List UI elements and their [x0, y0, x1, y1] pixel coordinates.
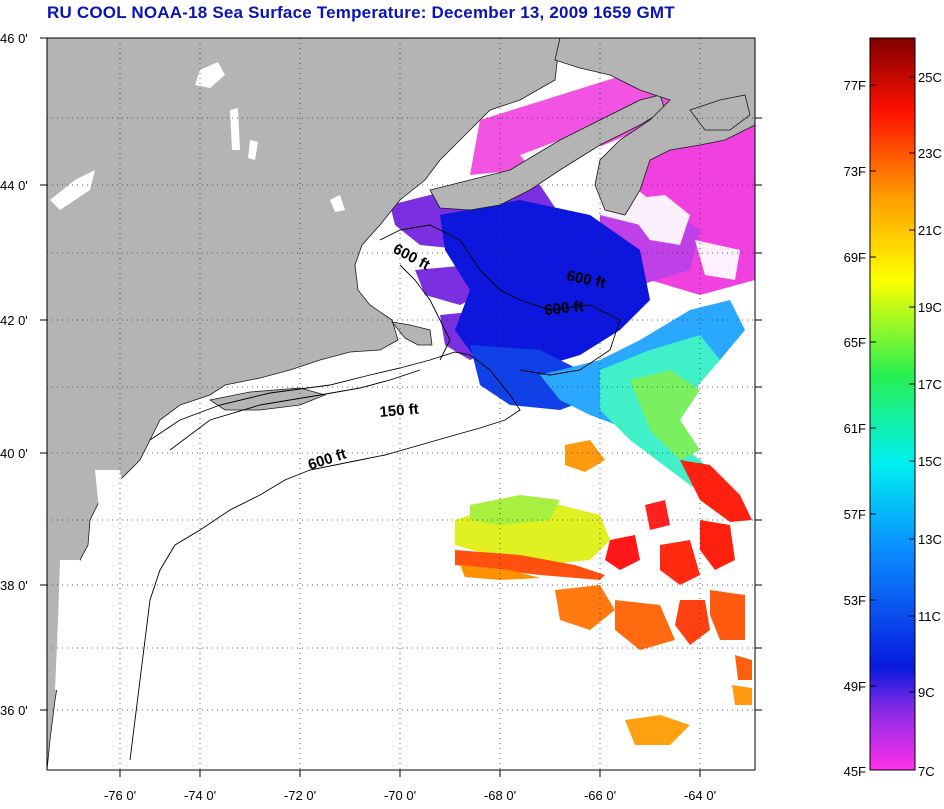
lon-label-64: -64 0' [684, 788, 716, 803]
c-label-7: 7C [918, 764, 935, 779]
f-label-77: 77F [844, 78, 866, 93]
longitude-labels: -76 0' -74 0' -72 0' -70 0' -68 0' -66 0… [104, 788, 716, 803]
lat-label-36: 36 0' [0, 703, 28, 718]
c-label-9: 9C [918, 685, 935, 700]
contour-label-150ft: 150 ft [379, 401, 420, 421]
lon-label-70: -70 0' [384, 788, 416, 803]
c-label-25: 25C [918, 70, 942, 85]
colorbar-ticks [870, 76, 915, 693]
colorbar-fahrenheit-labels: 77F 73F 69F 65F 61F 57F 53F 49F 45F [844, 78, 866, 779]
lat-lon-grid [47, 38, 755, 770]
c-label-13: 13C [918, 532, 942, 547]
c-label-17: 17C [918, 377, 942, 392]
contour-label-600ft-georges: 600 ft [544, 298, 585, 319]
lakes [50, 62, 345, 690]
f-label-65: 65F [844, 335, 866, 350]
colorbar-gradient [869, 37, 916, 771]
lat-label-44: 44 0' [0, 178, 28, 193]
colorbar-celsius-labels: 25C 23C 21C 19C 17C 15C 13C 11C 9C 7C [918, 70, 942, 779]
land-mass [47, 38, 755, 770]
lat-label-38: 38 0' [0, 578, 28, 593]
c-label-11: 11C [918, 609, 941, 624]
c-label-15: 15C [918, 454, 942, 469]
c-label-23: 23C [918, 146, 942, 161]
depth-contours [129, 224, 621, 761]
f-label-73: 73F [844, 164, 866, 179]
lon-label-76: -76 0' [104, 788, 136, 803]
color-scale-bar: 77F 73F 69F 65F 61F 57F 53F 49F 45F 25C … [844, 37, 942, 779]
f-label-69: 69F [844, 250, 866, 265]
axis-ticks [40, 37, 762, 777]
f-label-57: 57F [844, 507, 866, 522]
c-label-19: 19C [918, 300, 942, 315]
f-label-49: 49F [844, 679, 866, 694]
lat-label-40: 40 0' [0, 446, 28, 461]
latitude-labels: 46 0' 44 0' 42 0' 40 0' 38 0' 36 0' [0, 31, 28, 718]
f-label-61: 61F [844, 421, 866, 436]
lat-label-46: 46 0' [0, 31, 28, 46]
map-frame [46, 37, 756, 771]
lon-label-66: -66 0' [584, 788, 616, 803]
c-label-21: 21C [918, 223, 942, 238]
f-label-53: 53F [844, 593, 866, 608]
lon-label-68: -68 0' [484, 788, 516, 803]
lat-label-42: 42 0' [0, 313, 28, 328]
lon-label-74: -74 0' [184, 788, 216, 803]
f-label-45: 45F [844, 764, 866, 779]
lon-label-72: -72 0' [284, 788, 316, 803]
map-title: RU COOL NOAA-18 Sea Surface Temperature:… [47, 3, 675, 22]
